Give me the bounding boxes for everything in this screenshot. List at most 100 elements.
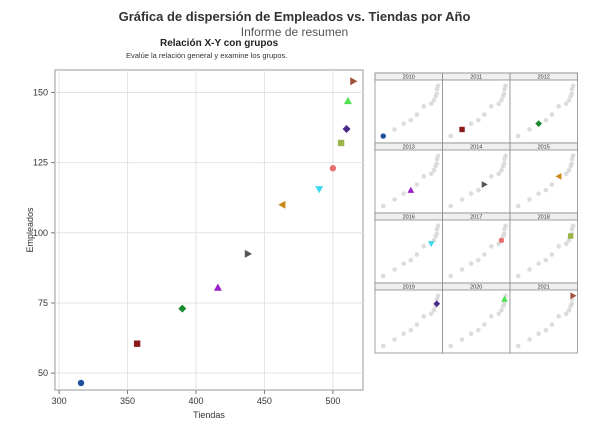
x-tick-label: 450 [257, 396, 272, 406]
background-point [570, 223, 576, 229]
background-point [549, 252, 555, 257]
background-point [488, 174, 494, 179]
background-point [503, 223, 508, 229]
background-point [428, 311, 434, 317]
highlight-point-2012 [535, 120, 543, 128]
background-point [543, 257, 549, 263]
y-tick-label: 150 [33, 87, 48, 97]
facet-frame [442, 282, 511, 354]
facet-label: 2012 [538, 75, 550, 81]
data-point-2020 [343, 96, 352, 105]
facet-panel-2011: 2011 [442, 72, 511, 144]
facet-frame [509, 282, 578, 354]
main-panel-subheading: Evalúe la relación general y examine los… [126, 51, 288, 60]
data-point-2019 [342, 124, 351, 133]
x-tick-label: 300 [52, 396, 67, 406]
y-tick-label: 50 [38, 368, 48, 378]
background-point [570, 153, 576, 159]
background-point [459, 197, 465, 202]
facet-frame [374, 282, 443, 354]
background-point [421, 244, 427, 249]
highlight-point-2011 [459, 126, 465, 133]
background-point [527, 337, 532, 342]
highlight-point-2013 [407, 186, 415, 193]
y-tick-label: 100 [33, 228, 48, 238]
x-tick-label: 350 [120, 396, 135, 406]
background-point [435, 293, 441, 299]
background-point [414, 112, 420, 117]
background-point [556, 104, 562, 109]
background-point [488, 314, 494, 319]
background-point [476, 117, 481, 123]
highlight-point-2018 [567, 233, 574, 239]
background-point [392, 127, 397, 132]
background-point [566, 167, 572, 173]
background-point [563, 171, 569, 177]
background-point [549, 322, 555, 327]
background-point [431, 97, 437, 103]
highlight-point-2014 [481, 181, 488, 188]
data-point-2014 [244, 249, 253, 258]
background-point [566, 97, 572, 103]
background-point [499, 97, 504, 103]
data-point-2015 [278, 200, 286, 209]
background-point [503, 153, 508, 159]
y-axis-label: Empleados [25, 207, 35, 253]
background-point [515, 203, 521, 209]
background-point [431, 167, 437, 173]
background-point [468, 261, 474, 266]
background-point [476, 327, 481, 333]
background-point [543, 327, 549, 333]
data-point-2021 [350, 77, 358, 86]
highlight-point-2021 [570, 292, 577, 300]
background-point [401, 191, 406, 196]
background-point [428, 101, 434, 107]
facet-panel-2021: 2021 [509, 282, 578, 354]
background-point [556, 314, 562, 319]
background-point [496, 101, 502, 107]
background-point [569, 91, 575, 97]
background-point [421, 174, 427, 179]
background-point [401, 121, 406, 126]
facet-label: 2021 [538, 285, 550, 291]
background-point [459, 267, 465, 272]
background-point [435, 153, 441, 159]
background-point [421, 104, 427, 109]
facet-label: 2018 [538, 215, 550, 221]
background-point [501, 91, 507, 97]
background-point [434, 231, 440, 237]
facet-frame [374, 142, 443, 214]
background-point [569, 301, 575, 307]
background-point [496, 241, 502, 247]
background-point [468, 121, 474, 126]
background-point [527, 267, 532, 272]
facet-frame [509, 72, 578, 144]
background-point [448, 203, 454, 209]
background-point [536, 331, 541, 336]
background-point [515, 133, 521, 139]
facet-label: 2017 [470, 215, 482, 221]
background-point [566, 237, 572, 243]
background-point [428, 171, 434, 177]
facet-panel-2015: 2015 [509, 142, 578, 214]
data-point-2018 [337, 139, 345, 147]
background-point [431, 307, 437, 313]
facet-frame [509, 142, 578, 214]
background-point [476, 257, 481, 263]
background-point [543, 187, 549, 193]
background-point [408, 117, 414, 123]
facet-frame [374, 72, 443, 144]
background-point [408, 257, 414, 263]
facet-panel-2014: 2014 [442, 142, 511, 214]
background-point [435, 83, 441, 89]
background-point [448, 133, 454, 139]
background-point [468, 191, 474, 196]
facet-label: 2010 [403, 75, 415, 81]
background-point [392, 267, 397, 272]
facet-panel-2016: 2016 [374, 212, 443, 284]
background-point [536, 261, 541, 266]
background-point [499, 307, 504, 313]
background-point [380, 343, 386, 349]
highlight-point-2015 [555, 172, 562, 180]
background-point [566, 307, 572, 313]
